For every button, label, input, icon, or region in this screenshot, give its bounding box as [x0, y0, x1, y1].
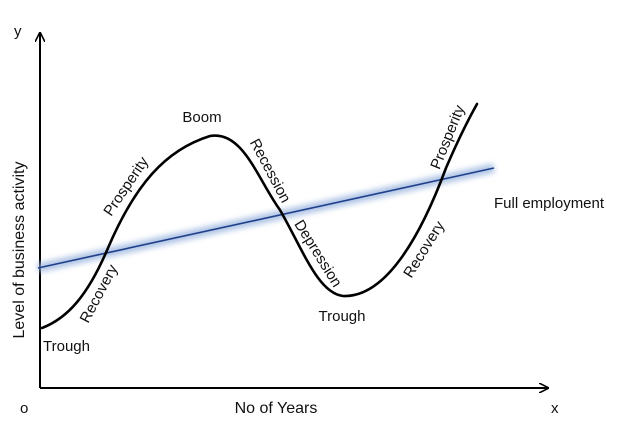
full-employment-line [37, 167, 495, 269]
y-axis-letter: y [14, 23, 22, 40]
full-employment-label: Full employment [494, 195, 605, 212]
origin-label: o [20, 400, 28, 417]
phase-label-boom: Boom [182, 109, 221, 126]
x-axis-title: No of Years [235, 400, 318, 417]
phase-label-trough-left: Trough [43, 338, 90, 355]
y-axis-title: Level of business activity [11, 162, 28, 339]
business-cycle-curve [40, 102, 479, 330]
x-axis-letter: x [551, 400, 559, 417]
phase-label-trough-right: Trough [319, 308, 366, 325]
